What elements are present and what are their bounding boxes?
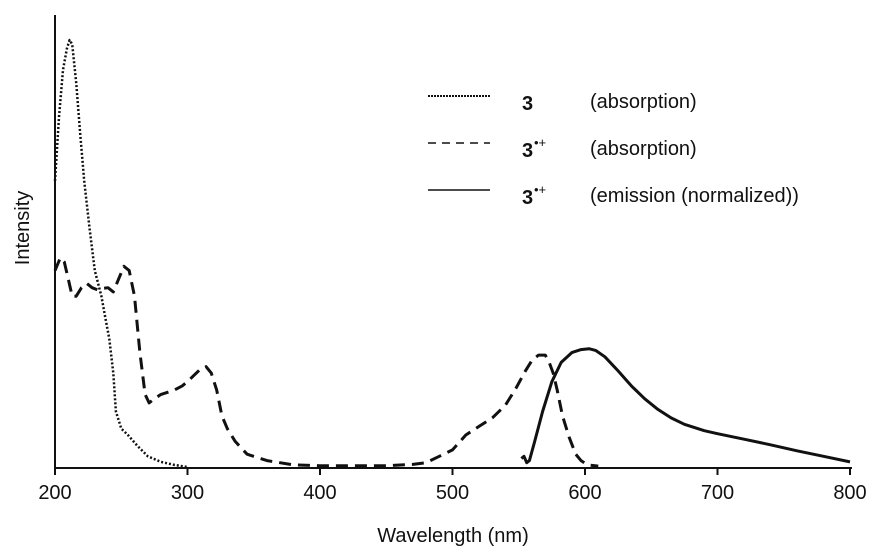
legend-label: (absorption) [590, 91, 697, 113]
legend-label: (absorption) [590, 138, 697, 160]
x-tick-label: 500 [436, 482, 469, 504]
x-tick-label: 300 [171, 482, 204, 504]
legend-label: (emission (normalized)) [590, 185, 799, 207]
series-layer [53, 38, 851, 469]
x-tick-label: 700 [701, 482, 734, 504]
legend-compound: 3 [522, 140, 533, 162]
legend-superscript: •+ [534, 135, 546, 150]
x-tick-label: 800 [833, 482, 866, 504]
plot-area: 200 300 400 500 600 700 800 [38, 15, 867, 504]
series-line-solid [520, 347, 851, 465]
x-tick-label: 600 [568, 482, 601, 504]
series-line-dashed [53, 256, 599, 468]
x-axis-ticks: 200 300 400 500 600 700 800 [38, 468, 867, 504]
legend-superscript: •+ [534, 182, 546, 197]
x-axis-title: Wavelength (nm) [377, 525, 529, 547]
x-tick-label: 400 [303, 482, 336, 504]
legend-compound: 3 [522, 93, 533, 115]
legend-compound: 3 [522, 187, 533, 209]
x-tick-label: 200 [38, 482, 71, 504]
legend: 3 (absorption)3 •+ (absorption)3 •+ (emission… [428, 91, 799, 209]
y-axis-title: Intensity [12, 191, 34, 265]
series-line-dotted [53, 38, 188, 469]
